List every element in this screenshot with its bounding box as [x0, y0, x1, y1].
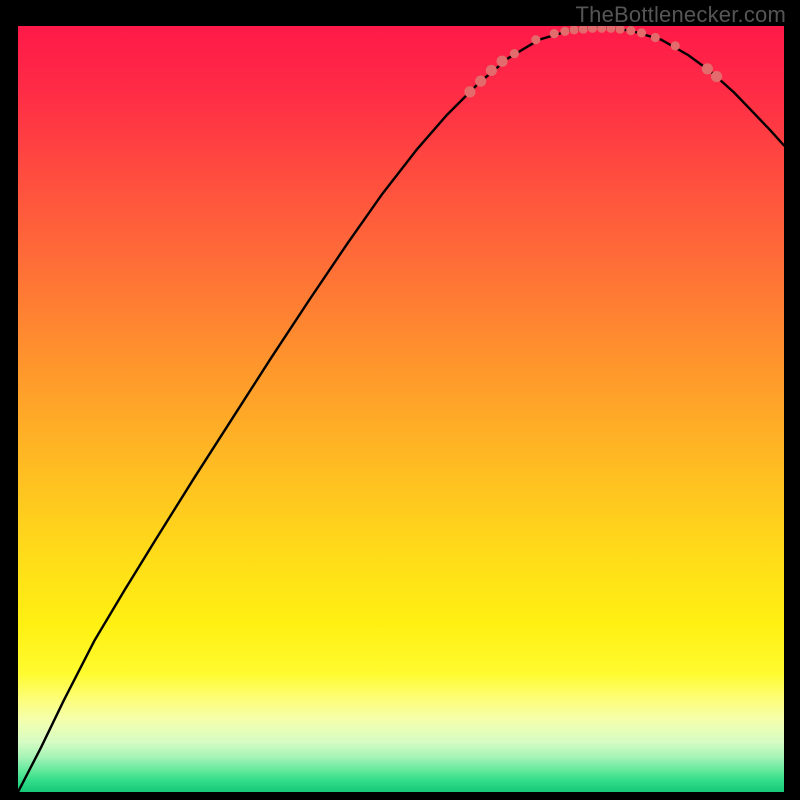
curve-marker	[486, 65, 497, 76]
curve-marker	[510, 49, 519, 58]
stage: TheBottlenecker.com	[0, 0, 800, 800]
marker-group	[464, 26, 722, 97]
plot-area	[18, 26, 784, 792]
curve-marker	[637, 28, 646, 37]
curve-marker	[464, 86, 475, 97]
attribution-text: TheBottlenecker.com	[576, 2, 786, 28]
curve-marker	[475, 76, 486, 87]
curve-marker	[702, 63, 713, 74]
curve-marker	[550, 29, 559, 38]
curve-marker	[651, 33, 660, 42]
curve-marker	[560, 27, 569, 36]
curve-marker	[531, 35, 540, 44]
curve-layer	[18, 26, 784, 792]
bottleneck-curve	[18, 28, 784, 792]
curve-marker	[497, 56, 508, 67]
curve-marker	[711, 71, 722, 82]
curve-marker	[671, 41, 680, 50]
